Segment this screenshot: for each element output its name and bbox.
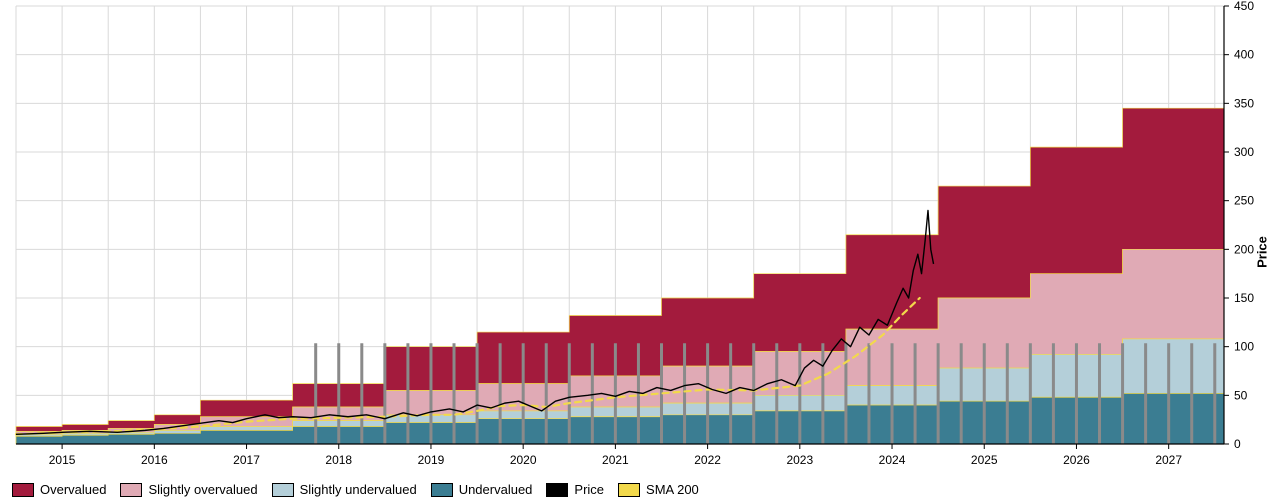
legend-item-sma: SMA 200 xyxy=(618,482,699,497)
valuation-chart: 2015 2016 2017 2018 2019 2020 2021 2022 2023 2024… xyxy=(0,0,1280,503)
legend-swatch xyxy=(431,483,453,497)
svg-text:2026: 2026 xyxy=(1063,453,1090,467)
svg-text:250: 250 xyxy=(1234,194,1254,208)
svg-text:50: 50 xyxy=(1234,388,1248,402)
svg-text:2021: 2021 xyxy=(602,453,629,467)
legend-label: Overvalued xyxy=(40,482,106,497)
svg-text:2023: 2023 xyxy=(786,453,813,467)
svg-text:2016: 2016 xyxy=(141,453,168,467)
svg-text:2019: 2019 xyxy=(418,453,445,467)
legend-swatch xyxy=(120,483,142,497)
svg-text:2020: 2020 xyxy=(510,453,537,467)
legend-label: Slightly overvalued xyxy=(148,482,257,497)
legend-item-suv: Slightly undervalued xyxy=(272,482,417,497)
svg-text:2018: 2018 xyxy=(325,453,352,467)
svg-text:350: 350 xyxy=(1234,96,1254,110)
chart-canvas: 2015 2016 2017 2018 2019 2020 2021 2022 2023 2024… xyxy=(0,0,1280,503)
svg-text:0: 0 xyxy=(1234,437,1241,451)
svg-text:150: 150 xyxy=(1234,291,1254,305)
legend-item-sov: Slightly overvalued xyxy=(120,482,257,497)
legend-item-price: Price xyxy=(546,482,604,497)
svg-text:2024: 2024 xyxy=(879,453,906,467)
legend: Overvalued Slightly overvalued Slightly un… xyxy=(12,482,699,497)
valuation-bands xyxy=(16,64,1224,444)
y-axis-label: Price xyxy=(1255,236,1270,268)
legend-item-ov: Overvalued xyxy=(12,482,106,497)
legend-label: Price xyxy=(574,482,604,497)
svg-text:2017: 2017 xyxy=(233,453,260,467)
svg-text:2022: 2022 xyxy=(694,453,721,467)
legend-swatch xyxy=(618,483,640,497)
svg-text:400: 400 xyxy=(1234,48,1254,62)
svg-text:450: 450 xyxy=(1234,0,1254,13)
legend-label: Undervalued xyxy=(459,482,533,497)
svg-text:2015: 2015 xyxy=(49,453,76,467)
legend-swatch xyxy=(12,483,34,497)
svg-text:100: 100 xyxy=(1234,340,1254,354)
legend-swatch xyxy=(546,483,568,497)
svg-text:200: 200 xyxy=(1234,242,1254,256)
legend-label: SMA 200 xyxy=(646,482,699,497)
legend-label: Slightly undervalued xyxy=(300,482,417,497)
svg-text:2025: 2025 xyxy=(971,453,998,467)
legend-swatch xyxy=(272,483,294,497)
svg-text:300: 300 xyxy=(1234,145,1254,159)
svg-text:2027: 2027 xyxy=(1155,453,1182,467)
legend-item-uv: Undervalued xyxy=(431,482,533,497)
